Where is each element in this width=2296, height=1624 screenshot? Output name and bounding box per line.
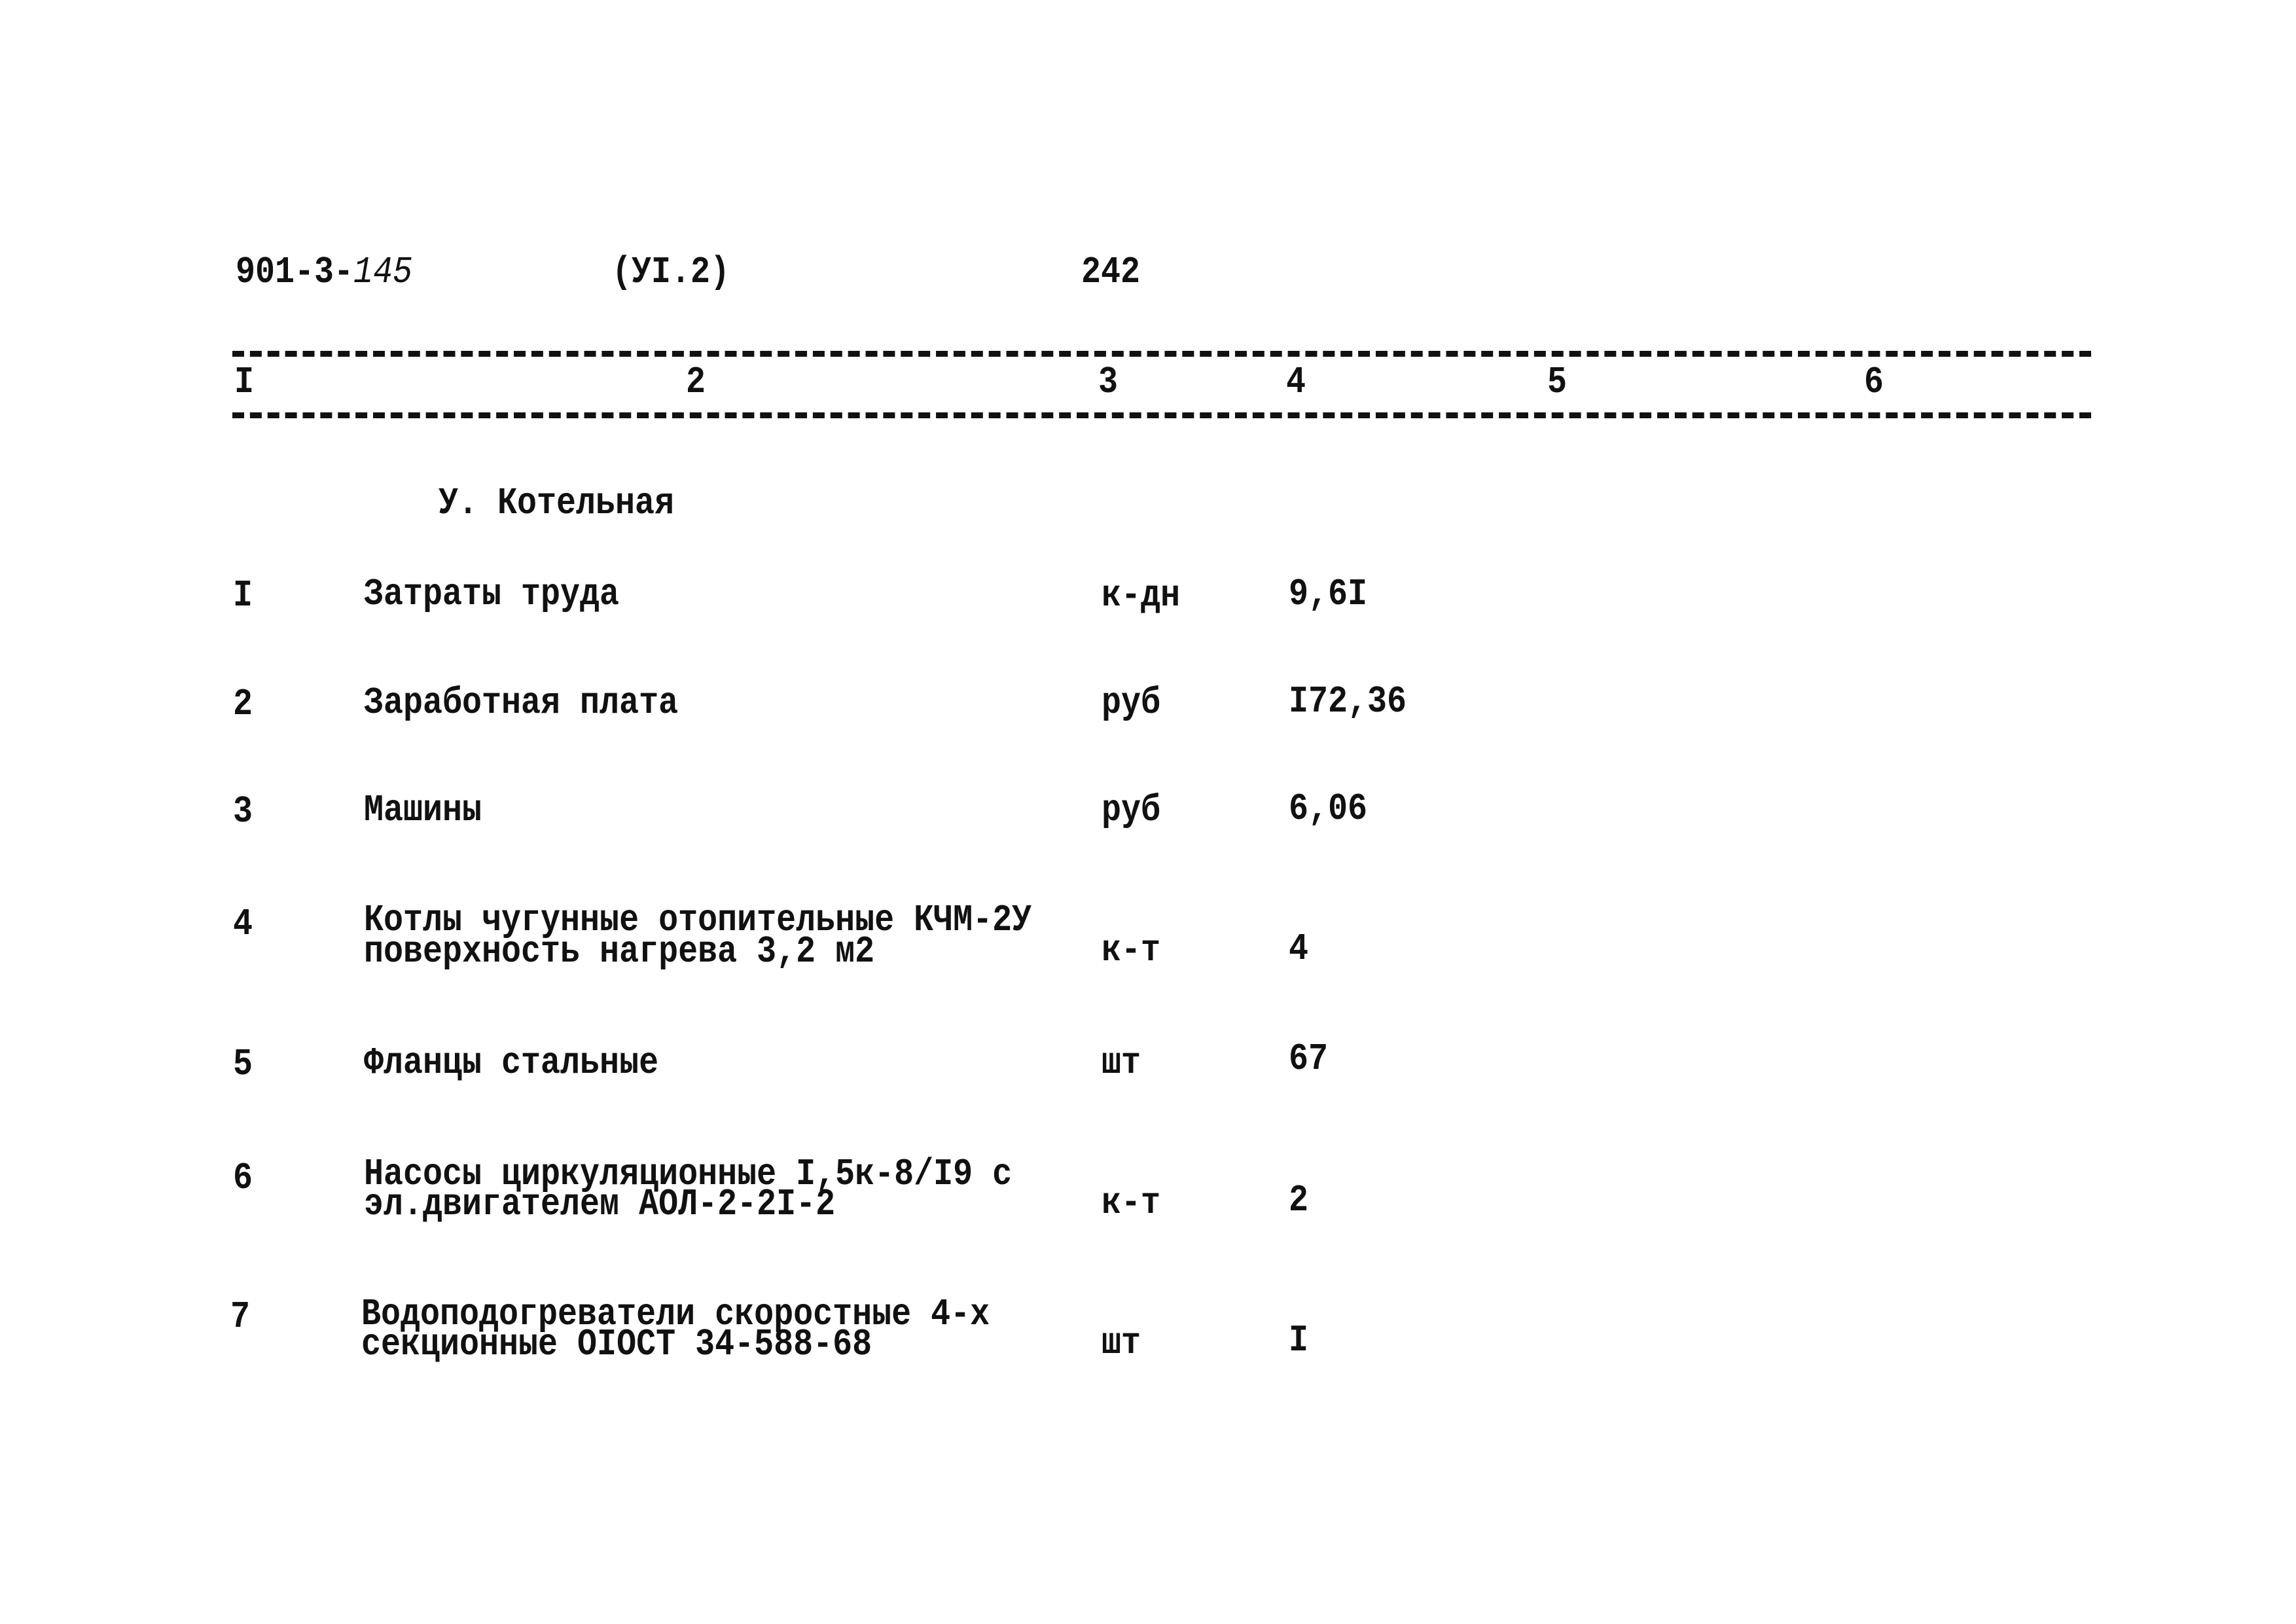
column-number: 4 (1286, 361, 1306, 405)
row-description: Машины (364, 789, 482, 833)
row-number: 6 (233, 1157, 253, 1200)
doc-code-handwritten: 145 (353, 251, 413, 295)
row-unit: руб (1102, 681, 1161, 725)
row-description: Затраты труда (364, 573, 620, 617)
dashed-divider-top (232, 351, 2091, 357)
column-number: 2 (686, 361, 706, 405)
row-value: 67 (1289, 1038, 1329, 1081)
row-description-line: эл.двигателем АОЛ-2-2I-2 (364, 1183, 836, 1227)
row-description-line: Водоподогреватели скоростные 4-х (361, 1293, 990, 1337)
row-number: 5 (233, 1043, 253, 1087)
column-number: 5 (1547, 361, 1568, 405)
row-value: I72,36 (1289, 680, 1407, 724)
row-description-line: Котлы чугунные отопительные КЧМ-2У (364, 899, 1032, 943)
dashed-divider-bottom (232, 412, 2091, 418)
row-unit: шт (1102, 1322, 1141, 1365)
row-description-line: Насосы циркуляционные I,5к-8/I9 с (364, 1153, 1013, 1197)
row-description-line: поверхность нагрева 3,2 м2 (364, 930, 875, 974)
row-number: 3 (233, 790, 253, 834)
page-number: 242 (1081, 251, 1141, 295)
column-number: 3 (1098, 361, 1119, 405)
column-number: 6 (1864, 361, 1884, 405)
row-number: 2 (233, 683, 253, 727)
section-ref: (УI.2) (612, 251, 730, 295)
row-unit: руб (1102, 789, 1161, 833)
row-value: 2 (1289, 1179, 1309, 1223)
row-number: 4 (233, 903, 253, 947)
row-number: 7 (230, 1295, 251, 1339)
row-unit: шт (1102, 1041, 1141, 1085)
section-title: У. Котельная (439, 482, 675, 526)
row-value: 6,06 (1289, 787, 1368, 831)
row-description: Заработная плата (364, 681, 679, 725)
column-number: I (234, 361, 255, 405)
row-unit: к-т (1102, 929, 1161, 973)
row-description: Фланцы стальные (364, 1041, 659, 1085)
doc-code-typed: 901-3- (236, 251, 354, 295)
row-number: I (233, 574, 253, 618)
doc-code: 901-3-145 (236, 254, 412, 292)
row-unit: к-т (1102, 1182, 1161, 1225)
row-value: I (1289, 1319, 1309, 1363)
row-value: 9,6I (1289, 573, 1368, 617)
row-value: 4 (1289, 928, 1309, 971)
row-description-line: секционные ОIОСТ 34-588-68 (361, 1323, 872, 1367)
row-unit: к-дн (1102, 574, 1181, 618)
